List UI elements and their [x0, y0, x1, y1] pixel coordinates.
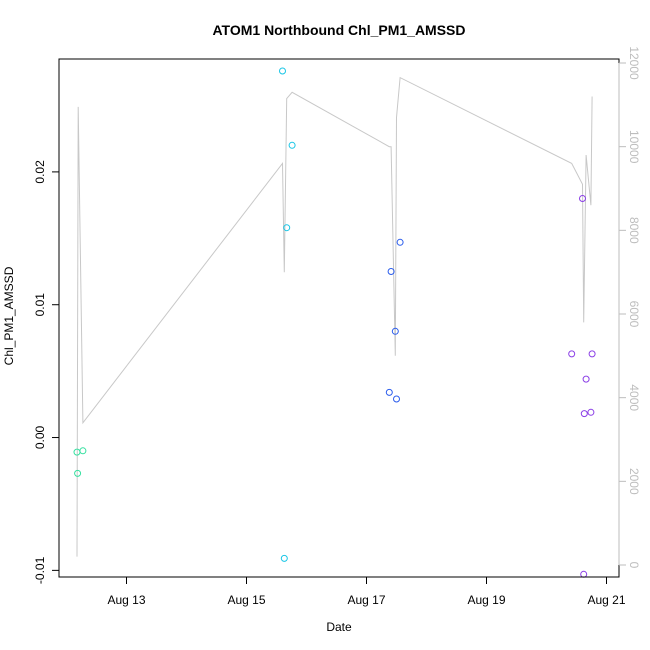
data-point-group-3 — [396, 238, 404, 246]
data-point-group-1 — [79, 447, 87, 455]
y2-tick-label: 0 — [627, 562, 641, 569]
y2-tick-label: 4000 — [627, 384, 641, 411]
data-point-group-3 — [385, 388, 393, 396]
data-point-group-4 — [580, 570, 588, 578]
data-point-group-3 — [387, 268, 395, 275]
y2-axis: 0 2000 4000 6000 8000 10000 12000 — [618, 46, 641, 569]
y-tick-label: -0.01 — [33, 556, 47, 584]
y2-tick-label: 8000 — [627, 217, 641, 244]
y2-tick-label: 6000 — [627, 301, 641, 328]
data-point-group-2 — [288, 141, 296, 149]
data-point-group-2 — [283, 224, 291, 232]
data-point-group-3 — [391, 327, 399, 335]
data-point-group-4 — [568, 350, 576, 358]
point-layer — [73, 67, 596, 578]
y-tick-label: 0.01 — [33, 293, 47, 317]
y-axis: -0.01 0.00 0.01 0.02 — [33, 160, 60, 584]
data-point-group-4 — [582, 375, 590, 383]
plot-frame — [58, 58, 620, 578]
series-line — [76, 76, 593, 557]
data-point-group-1 — [74, 469, 82, 477]
x-tick-label: Aug 21 — [587, 593, 625, 607]
x-tick-label: Aug 13 — [107, 593, 145, 607]
data-point-group-4 — [588, 350, 596, 358]
y2-tick-label: 2000 — [627, 468, 641, 495]
data-point-group-4 — [580, 410, 588, 418]
line-layer — [76, 76, 593, 557]
x-tick-label: Aug 17 — [347, 593, 385, 607]
data-point-group-3 — [393, 395, 400, 403]
x-tick-label: Aug 19 — [467, 593, 505, 607]
y2-tick-label: 10000 — [627, 130, 641, 164]
data-point-group-4 — [587, 408, 595, 416]
y-tick-label: 0.02 — [33, 160, 47, 184]
x-tick-label: Aug 15 — [227, 593, 265, 607]
x-axis-label: Date — [326, 620, 352, 634]
x-axis: Aug 13 Aug 15 Aug 17 Aug 19 Aug 21 — [107, 576, 626, 607]
y-axis-label: Chl_PM1_AMSSD — [2, 266, 16, 365]
y-tick-label: 0.00 — [33, 425, 47, 449]
data-point-group-2 — [280, 554, 288, 562]
y2-tick-label: 12000 — [627, 46, 641, 80]
chart-title: ATOM1 Northbound Chl_PM1_AMSSD — [212, 22, 465, 38]
data-point-group-2 — [279, 67, 286, 75]
data-point-group-4 — [579, 195, 586, 202]
